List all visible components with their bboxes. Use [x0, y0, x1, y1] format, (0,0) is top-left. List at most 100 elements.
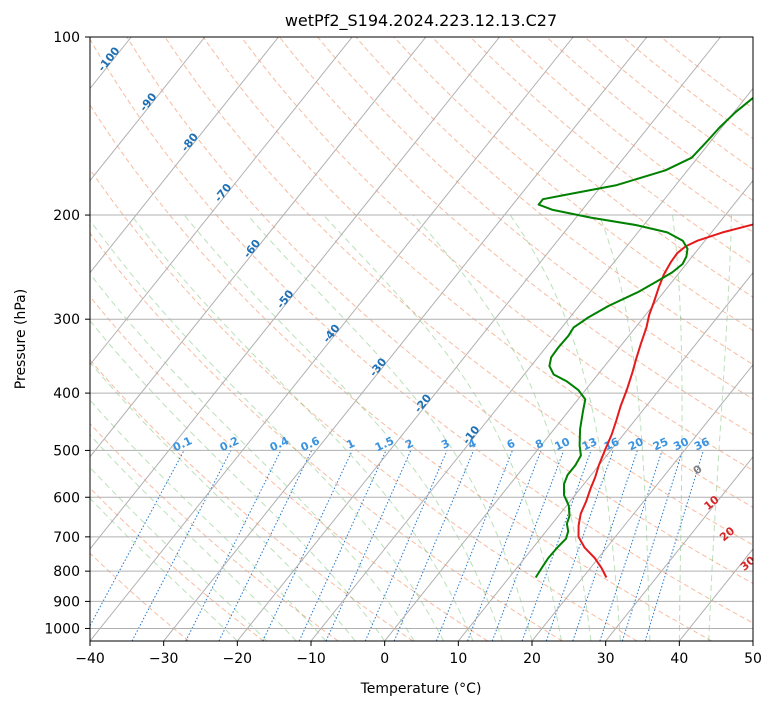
isotherm-line — [236, 37, 721, 641]
y-tick-label: 500 — [53, 443, 80, 459]
isotherm-label: -50 — [274, 287, 297, 311]
moist-adiabat — [598, 214, 651, 641]
x-tick-label: −30 — [149, 651, 179, 667]
moist-adiabat — [130, 214, 474, 641]
mixing-ratio-label: 8 — [533, 437, 545, 452]
isotherm-line — [310, 87, 753, 641]
chart-title: wetPf2_S194.2024.223.12.13.C27 — [285, 11, 557, 31]
mixing-ratio-label: 13 — [580, 435, 599, 453]
plot-frame — [89, 36, 754, 642]
x-tick-label: −10 — [296, 651, 326, 667]
mixing-ratio-label: 36 — [692, 435, 712, 453]
isotherm-label: -80 — [178, 130, 201, 154]
mixing-ratio-line — [644, 450, 704, 641]
dry-adiabat — [355, 37, 753, 366]
moist-adiabat — [323, 214, 562, 641]
mixing-ratio-line — [491, 450, 565, 641]
moist-adiabat — [90, 320, 386, 641]
moist-adiabat — [90, 219, 445, 641]
background-lines — [90, 37, 753, 641]
mixing-ratio-line — [298, 450, 387, 641]
x-tick-label: 10 — [449, 651, 467, 667]
dry-adiabat — [393, 37, 753, 332]
mixing-ratio-label: 0.4 — [268, 434, 291, 454]
x-tick-label: 30 — [597, 651, 615, 667]
mixing-ratio-label: 0.6 — [299, 434, 322, 454]
isotherm-line — [752, 640, 753, 641]
isotherm-line — [90, 37, 353, 366]
mixing-ratio-label: 20 — [626, 435, 646, 453]
moist-adiabat — [183, 214, 503, 641]
isotherm-line — [90, 37, 427, 458]
isotherm-line — [531, 363, 753, 641]
mixing-ratio-label: 1 — [345, 437, 357, 452]
mixing-ratio-line — [131, 450, 232, 641]
x-tick-label: −40 — [75, 651, 105, 667]
x-axis-label: Temperature (°C) — [360, 681, 482, 697]
y-tick-label: 400 — [53, 386, 80, 402]
dry-adiabat — [202, 37, 753, 508]
isotherm-line — [90, 37, 279, 274]
moist-adiabat — [412, 214, 592, 641]
moist-adiabat — [90, 466, 268, 641]
dry-adiabat — [90, 103, 712, 641]
y-tick-label: 1000 — [44, 621, 80, 637]
mixing-ratio-line — [521, 450, 592, 641]
dry-adiabat — [622, 37, 753, 140]
mixing-ratio-label: 1.5 — [373, 434, 396, 454]
moist-adiabat-label: 10 — [702, 493, 722, 513]
x-tick-label: 40 — [670, 651, 688, 667]
mixing-ratio-line — [90, 450, 185, 627]
dry-adiabat — [90, 232, 563, 641]
moist-adiabat — [672, 214, 683, 641]
mixing-ratio-line — [621, 450, 684, 641]
isotherm-line — [457, 271, 753, 641]
y-tick-label: 300 — [53, 312, 80, 328]
isotherm-line — [90, 37, 500, 550]
isotherm-line — [605, 456, 753, 641]
mixing-ratio-label: 2 — [403, 437, 415, 452]
y-tick-label: 600 — [53, 490, 80, 506]
dry-adiabat — [469, 37, 753, 266]
dry-adiabat — [317, 37, 753, 400]
moist-adiabat — [247, 214, 533, 641]
x-tick-label: 20 — [523, 651, 541, 667]
dry-adiabat — [584, 37, 753, 170]
moist-adiabat — [708, 214, 732, 641]
y-tick-label: 700 — [53, 530, 80, 546]
dry-adiabat — [164, 37, 753, 546]
isotherm-label: -90 — [137, 90, 160, 114]
isotherm-label: -70 — [212, 181, 235, 205]
mixing-ratio-line — [218, 450, 313, 641]
isotherm-label: -30 — [367, 355, 390, 379]
y-axis-label: Pressure (hPa) — [13, 289, 29, 389]
x-tick-label: −20 — [223, 651, 253, 667]
moist-adiabat — [90, 361, 356, 641]
y-tick-label: 900 — [53, 594, 80, 610]
dry-adiabat — [508, 37, 753, 233]
mixing-ratio-label: 30 — [671, 435, 691, 453]
temperature-profile-line — [577, 223, 753, 578]
moist-adiabat — [90, 434, 297, 641]
dry-adiabat — [279, 37, 753, 435]
x-tick-label: 0 — [380, 651, 389, 667]
mixing-ratio-line — [393, 450, 475, 641]
dry-adiabat — [90, 295, 488, 641]
mixing-ratio-label: 6 — [505, 437, 518, 452]
dry-adiabat — [431, 37, 753, 298]
mixing-ratio-label: 3 — [439, 437, 451, 452]
mixing-ratio-line — [599, 450, 663, 641]
moist-adiabat-label: 30 — [738, 553, 758, 573]
dry-adiabat — [240, 37, 753, 472]
moist-adiabat — [90, 497, 238, 641]
isotherm-label: -100 — [95, 44, 123, 74]
x-tick-label: 50 — [744, 651, 762, 667]
mixing-ratio-line — [262, 450, 353, 641]
mixing-ratio-label: 16 — [602, 435, 622, 453]
moist-adiabat — [90, 399, 327, 641]
mixing-ratio-line — [364, 450, 448, 641]
mixing-ratio-line — [185, 450, 282, 641]
isotherm-line — [90, 37, 574, 641]
mixing-ratio-label: 25 — [651, 435, 670, 453]
x-axis: −40 −30 −20 −10 0 10 20 30 40 50 — [75, 641, 762, 667]
